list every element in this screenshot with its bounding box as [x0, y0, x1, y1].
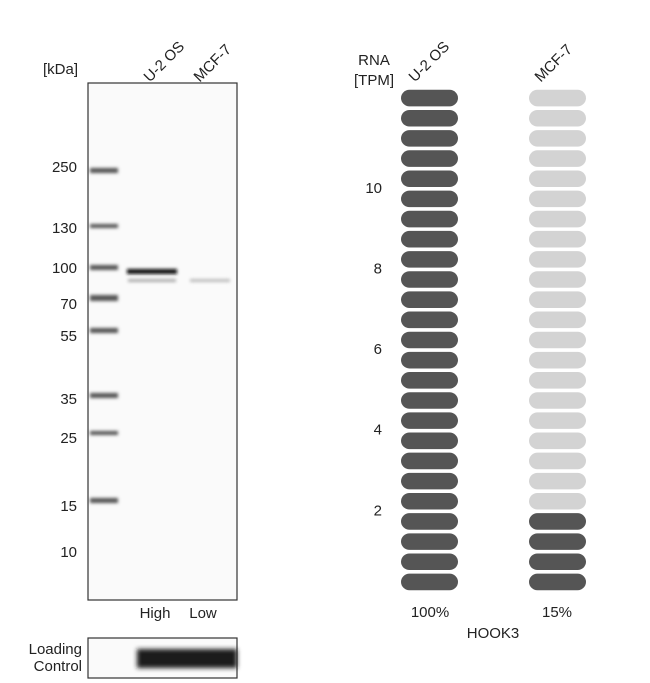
rna-pill — [529, 392, 586, 409]
rna-pill — [529, 513, 586, 530]
y-tick-label: 2 — [374, 502, 382, 519]
column-label: U-2 OS — [406, 38, 453, 85]
rna-pill — [401, 472, 458, 490]
rna-pill — [529, 89, 586, 107]
marker-label: 25 — [60, 430, 77, 447]
y-tick-label: 10 — [365, 180, 382, 197]
rna-pill — [529, 291, 586, 308]
rna-pill — [529, 573, 586, 591]
rna-pill — [401, 230, 458, 248]
rna-pill — [529, 372, 586, 389]
loading-control-band — [137, 649, 237, 668]
rna-pill — [401, 190, 458, 208]
unit-label: [kDa] — [43, 61, 78, 78]
rna-pill — [529, 493, 586, 510]
rna-pill — [401, 291, 458, 308]
rna-pill — [529, 109, 586, 127]
rna-pill — [401, 573, 458, 591]
marker-label: 55 — [60, 328, 77, 345]
gene-name: HOOK3 — [467, 625, 520, 642]
rna-pill — [401, 271, 458, 288]
lane-label: MCF-7 — [191, 41, 235, 85]
rna-pill — [529, 251, 586, 268]
rna-pill — [529, 150, 586, 167]
rna-pill — [401, 553, 458, 571]
rna-pill — [401, 351, 458, 369]
rna-pill — [529, 472, 586, 490]
rna-pill — [401, 130, 458, 147]
column-label: MCF-7 — [532, 41, 576, 85]
lane-level: Low — [189, 605, 217, 622]
rna-pill — [401, 109, 458, 127]
rna-pill — [401, 331, 458, 349]
marker-label: 10 — [60, 544, 77, 561]
rna-pill — [401, 210, 458, 228]
marker-label: 35 — [60, 391, 77, 408]
rna-pill — [401, 493, 458, 510]
rna-axis-title: RNA [TPM] — [354, 52, 394, 89]
y-tick-label: 6 — [374, 341, 382, 358]
blot-membrane — [87, 82, 238, 601]
rna-pill — [401, 432, 458, 450]
y-tick-label: 8 — [374, 260, 382, 277]
rna-pill — [529, 412, 586, 429]
rna-pill — [529, 170, 586, 187]
rna-pill — [401, 412, 458, 429]
marker-label: 70 — [60, 296, 77, 313]
rna-pill — [529, 452, 586, 470]
rna-pill — [529, 331, 586, 349]
rna-pill — [401, 170, 458, 187]
rna-pill — [529, 553, 586, 571]
rna-pill — [401, 89, 458, 107]
marker-label: 15 — [60, 498, 77, 515]
rna-pill — [401, 150, 458, 167]
rna-pill — [529, 271, 586, 288]
y-tick-label: 4 — [374, 422, 382, 439]
rna-pill — [401, 392, 458, 409]
rna-pill — [529, 210, 586, 228]
sample-bands — [127, 269, 230, 282]
rna-pill — [529, 432, 586, 450]
percent-label: 100% — [411, 604, 449, 621]
rna-pill — [401, 452, 458, 470]
rna-pill — [529, 190, 586, 208]
rna-pill — [529, 130, 586, 147]
lane-label: U-2 OS — [141, 38, 188, 85]
rna-pill — [529, 311, 586, 329]
marker-label: 100 — [52, 260, 77, 277]
loading-control-label: Loading Control — [28, 641, 82, 675]
rna-pill — [401, 513, 458, 530]
lane-level: High — [140, 605, 171, 622]
rna-pill — [529, 230, 586, 248]
marker-label: 130 — [52, 220, 77, 237]
rna-pill — [529, 533, 586, 550]
rna-pill — [401, 311, 458, 329]
marker-label: 250 — [52, 159, 77, 176]
rna-pill — [529, 351, 586, 369]
rna-pill — [401, 372, 458, 389]
marker-ladder — [90, 168, 118, 503]
rna-pill — [401, 533, 458, 550]
percent-label: 15% — [542, 604, 572, 621]
rna-pill — [401, 251, 458, 268]
